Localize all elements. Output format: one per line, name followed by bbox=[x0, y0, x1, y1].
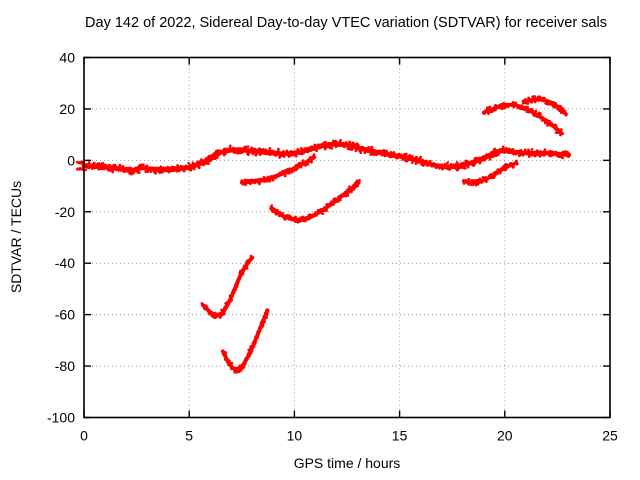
series-points-top-right-segment bbox=[521, 95, 568, 117]
x-axis-label: GPS time / hours bbox=[293, 455, 401, 471]
x-tick-label: 25 bbox=[602, 428, 618, 444]
y-tick-label: -80 bbox=[55, 358, 75, 374]
y-tick-label: 40 bbox=[59, 50, 75, 66]
x-tick-label: 0 bbox=[80, 428, 88, 444]
y-tick-label: -60 bbox=[55, 307, 75, 323]
x-tick-label: 10 bbox=[287, 428, 303, 444]
chart-title: Day 142 of 2022, Sidereal Day-to-day VTE… bbox=[85, 15, 607, 31]
x-tick-label: 20 bbox=[497, 428, 513, 444]
plot-border bbox=[83, 56, 611, 419]
series-points-left-deep-arc bbox=[200, 254, 254, 320]
y-tick-label: -20 bbox=[55, 204, 75, 220]
series-points-evening-band bbox=[501, 145, 571, 160]
series-points-mid-arc bbox=[269, 179, 361, 224]
series-points-axis-edge-mark-lower bbox=[76, 166, 85, 172]
series-points-right-deep-arc bbox=[221, 308, 269, 374]
x-tick-label: 15 bbox=[392, 428, 408, 444]
series-points-axis-edge-mark-upper bbox=[75, 160, 86, 165]
y-tick-label: -40 bbox=[55, 255, 75, 271]
series-points-rising-segment bbox=[240, 153, 316, 187]
y-tick-label: 0 bbox=[67, 152, 75, 168]
y-tick-label: 20 bbox=[59, 101, 75, 117]
x-tick-label: 5 bbox=[185, 428, 193, 444]
series-points-lower-right-segment bbox=[462, 159, 519, 187]
series-points-bump-arc bbox=[482, 101, 564, 137]
y-tick-label: -100 bbox=[47, 410, 75, 426]
